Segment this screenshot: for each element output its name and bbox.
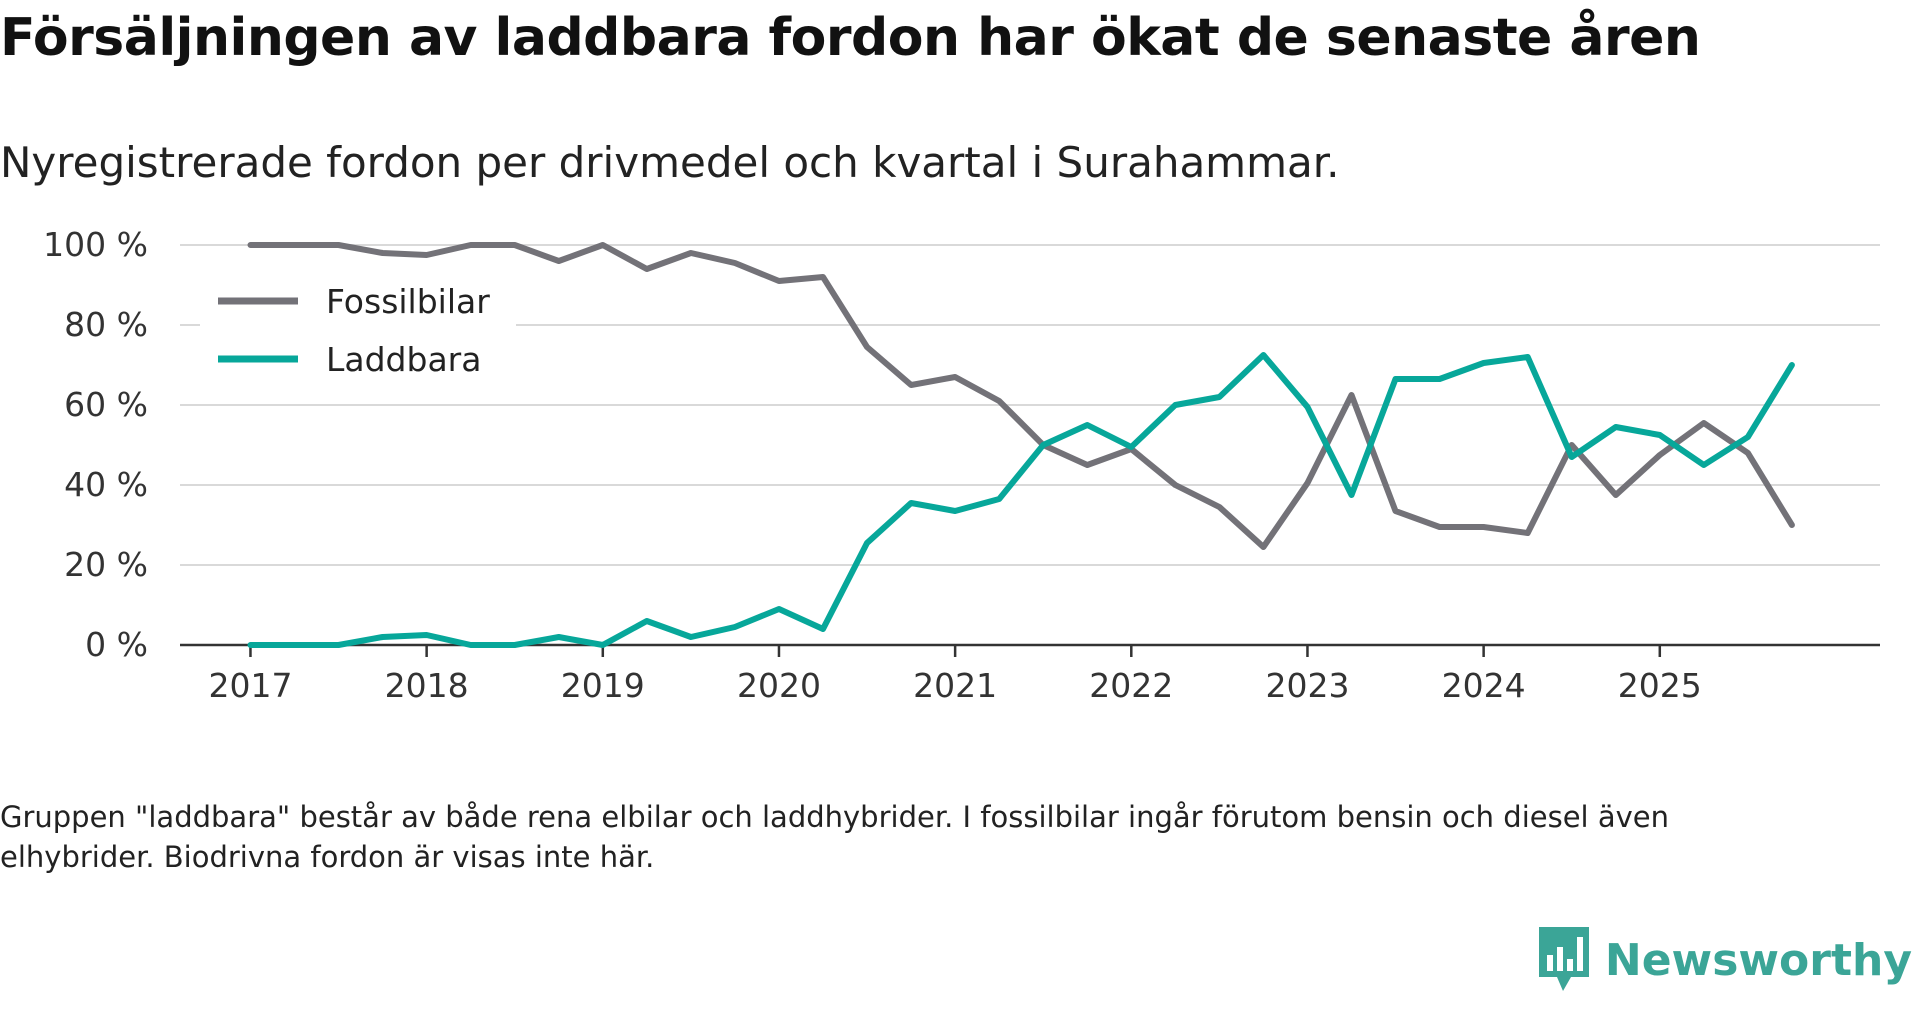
y-tick-label: 20 % — [64, 545, 148, 584]
x-tick-label: 2024 — [1442, 666, 1526, 705]
chart-title: Försäljningen av laddbara fordon har öka… — [0, 8, 1701, 68]
newsworthy-logo-icon — [1538, 927, 1589, 991]
brand-name: Newsworthy — [1604, 934, 1912, 986]
x-tick-label: 2017 — [208, 666, 292, 705]
x-tick-label: 2019 — [561, 666, 645, 705]
series-lines — [247, 242, 1795, 648]
x-tick-label: 2025 — [1618, 666, 1702, 705]
x-tick-label: 2023 — [1265, 666, 1349, 705]
x-tick-label: 2018 — [385, 666, 469, 705]
axes: 0 % 20 % 40 % 60 % 80 % 100 % 2017 2018 2019 2020… — [43, 225, 1880, 705]
series-line-fossilbilar — [247, 242, 1795, 550]
y-tick-label: 40 % — [64, 465, 148, 504]
legend: Fossilbilar Laddbara — [200, 260, 516, 384]
legend-label-laddbara: Laddbara — [326, 340, 481, 379]
y-tick-label: 100 % — [43, 225, 148, 264]
x-tick-label: 2020 — [737, 666, 821, 705]
y-tick-label: 60 % — [64, 385, 148, 424]
line-chart: 0 % 20 % 40 % 60 % 80 % 100 % 2017 2018 2019 2020… — [43, 225, 1880, 705]
brand-footer: Newsworthy — [1538, 910, 1912, 1010]
x-tick-label: 2021 — [913, 666, 997, 705]
series-line-laddbara — [247, 352, 1795, 648]
chart-caption: Gruppen "laddbara" består av både rena e… — [0, 800, 1669, 874]
chart-subtitle: Nyregistrerade fordon per drivmedel och … — [0, 138, 1340, 187]
y-tick-label: 80 % — [64, 305, 148, 344]
legend-box — [200, 260, 516, 384]
legend-label-fossilbilar: Fossilbilar — [326, 282, 490, 321]
y-tick-label: 0 % — [85, 625, 148, 664]
x-tick-label: 2022 — [1089, 666, 1173, 705]
